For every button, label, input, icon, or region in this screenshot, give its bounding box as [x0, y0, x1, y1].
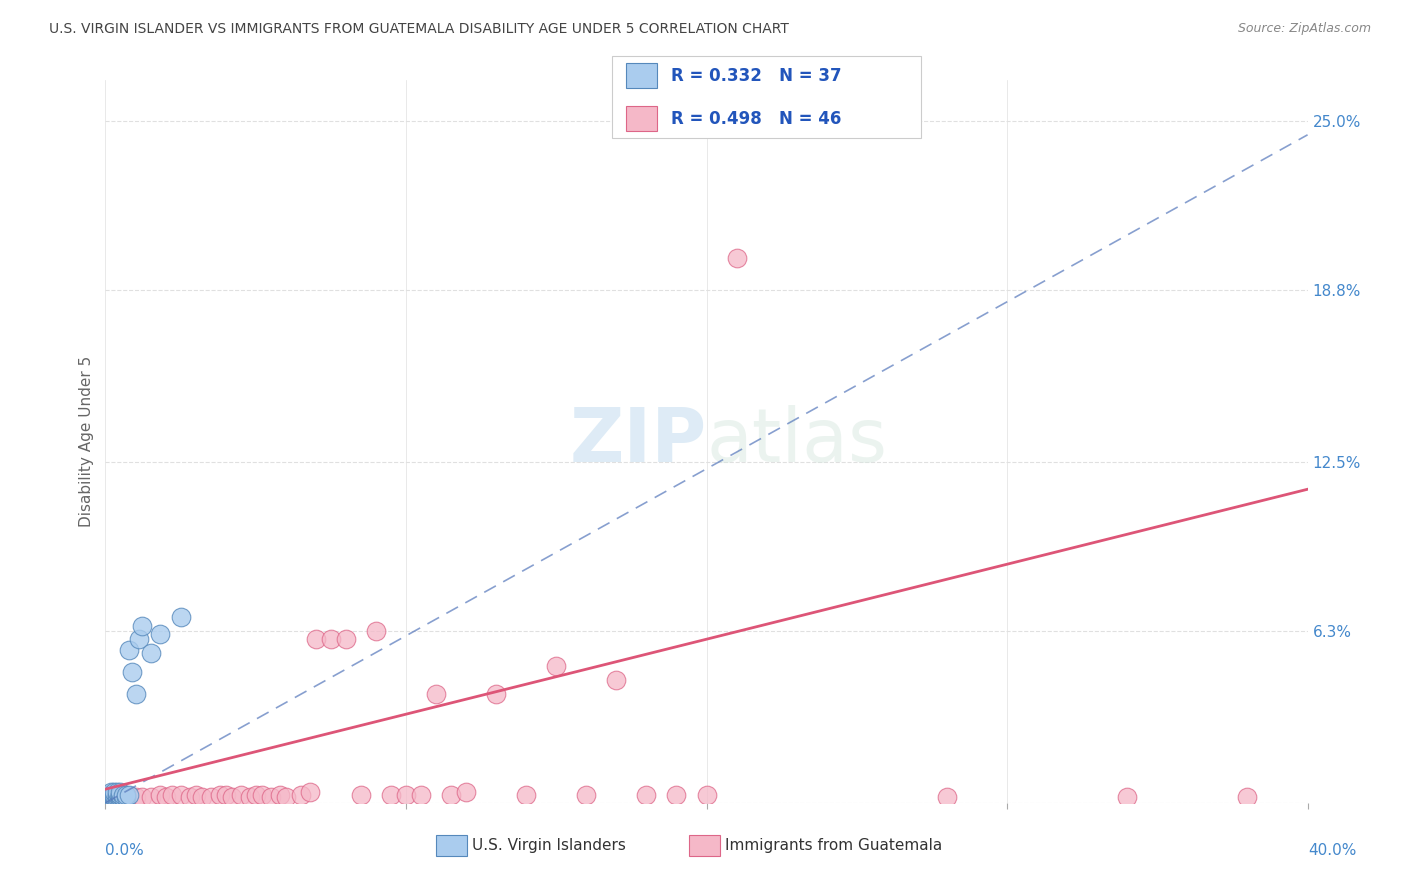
Point [107, 785, 129, 799]
Point [110, 788, 132, 802]
Point [515, 788, 537, 802]
Text: 40.0%: 40.0% [1309, 843, 1357, 858]
Point [319, 632, 342, 647]
Point [221, 790, 243, 805]
Point [636, 788, 658, 802]
Point [605, 673, 627, 687]
Point [118, 643, 141, 657]
Point [239, 790, 262, 805]
Point [103, 785, 125, 799]
Point [245, 788, 267, 802]
Point [725, 251, 748, 265]
Point [107, 788, 129, 802]
Point [139, 790, 162, 805]
Point [100, 788, 122, 802]
Point [115, 790, 138, 805]
Point [148, 788, 170, 802]
Point [131, 618, 153, 632]
Point [229, 788, 252, 802]
Text: 0.0%: 0.0% [105, 843, 145, 858]
Text: R = 0.332   N = 37: R = 0.332 N = 37 [671, 67, 841, 85]
Text: U.S. Virgin Islanders: U.S. Virgin Islanders [472, 838, 626, 853]
Point [100, 788, 122, 802]
Point [1116, 790, 1139, 805]
Point [395, 788, 418, 802]
Point [110, 790, 132, 805]
Point [100, 793, 122, 807]
Point [110, 790, 132, 805]
Point [169, 788, 191, 802]
Point [425, 687, 447, 701]
Point [250, 788, 273, 802]
Point [110, 793, 132, 807]
Point [139, 646, 162, 660]
Point [179, 790, 201, 805]
Point [269, 788, 291, 802]
Point [190, 790, 212, 805]
Point [124, 687, 146, 701]
Point [260, 790, 283, 805]
Point [1236, 790, 1258, 805]
Point [97, 793, 120, 807]
Text: R = 0.498   N = 46: R = 0.498 N = 46 [671, 110, 841, 128]
Point [440, 788, 463, 802]
Point [335, 632, 357, 647]
Text: U.S. VIRGIN ISLANDER VS IMMIGRANTS FROM GUATEMALA DISABILITY AGE UNDER 5 CORRELA: U.S. VIRGIN ISLANDER VS IMMIGRANTS FROM … [49, 22, 789, 37]
Point [131, 790, 153, 805]
Point [169, 610, 191, 624]
Point [409, 788, 432, 802]
Point [97, 788, 120, 802]
Point [350, 788, 373, 802]
Point [121, 665, 143, 679]
Point [298, 785, 321, 799]
Point [208, 788, 231, 802]
Point [107, 790, 129, 805]
Point [100, 790, 122, 805]
Point [456, 785, 478, 799]
Point [103, 788, 125, 802]
Text: ZIP: ZIP [569, 405, 707, 478]
Point [184, 788, 207, 802]
Point [118, 788, 141, 802]
Point [110, 788, 132, 802]
Point [103, 793, 125, 807]
Point [124, 790, 146, 805]
Point [214, 788, 236, 802]
Point [936, 790, 959, 805]
Point [115, 788, 138, 802]
Point [103, 790, 125, 805]
Point [148, 626, 170, 640]
Point [112, 790, 135, 805]
Point [274, 790, 297, 805]
Point [485, 687, 508, 701]
Point [155, 790, 177, 805]
Point [160, 788, 183, 802]
Point [290, 788, 312, 802]
Point [107, 793, 129, 807]
Point [112, 788, 135, 802]
Text: atlas: atlas [707, 405, 887, 478]
Point [103, 790, 125, 805]
Point [305, 632, 328, 647]
Point [575, 788, 598, 802]
Point [200, 790, 222, 805]
Point [665, 788, 688, 802]
Text: Source: ZipAtlas.com: Source: ZipAtlas.com [1237, 22, 1371, 36]
Point [97, 790, 120, 805]
Point [380, 788, 402, 802]
Y-axis label: Disability Age Under 5: Disability Age Under 5 [79, 356, 94, 527]
Point [696, 788, 718, 802]
Text: Immigrants from Guatemala: Immigrants from Guatemala [725, 838, 943, 853]
Point [110, 785, 132, 799]
Point [97, 790, 120, 805]
Point [364, 624, 387, 638]
Point [100, 785, 122, 799]
Point [128, 632, 150, 647]
Point [546, 659, 568, 673]
